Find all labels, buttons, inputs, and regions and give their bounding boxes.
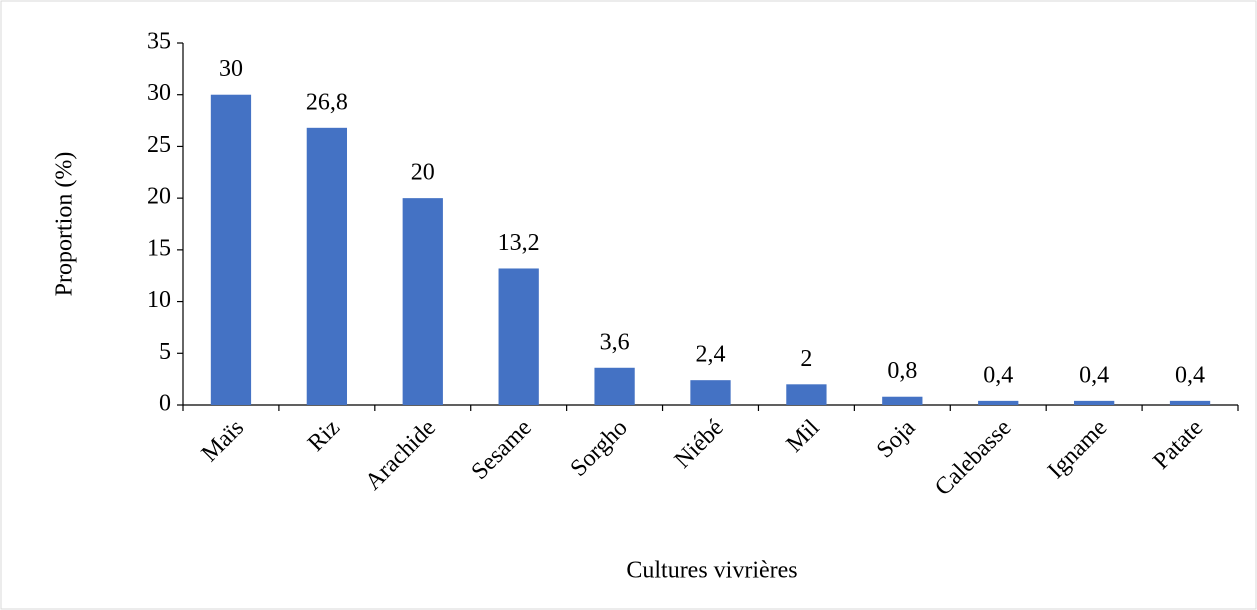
bar (306, 127, 348, 405)
y-axis-title: Proportion (%) (52, 152, 78, 297)
y-tick-label: 15 (147, 235, 171, 261)
y-tick-label: 5 (159, 339, 171, 365)
bar (690, 380, 731, 405)
y-tick-label: 20 (147, 184, 171, 210)
value-label: 20 (411, 160, 435, 186)
y-tick-label: 0 (159, 391, 171, 417)
bar (402, 198, 443, 405)
value-label: 30 (219, 56, 243, 82)
bar (786, 384, 827, 405)
value-label: 26,8 (306, 89, 348, 115)
bar (594, 367, 635, 405)
bar (498, 268, 539, 405)
value-label: 0,4 (1079, 362, 1109, 388)
bar (882, 396, 923, 405)
bar (1073, 400, 1115, 405)
value-label: 13,2 (498, 230, 540, 256)
y-tick-label: 35 (147, 29, 171, 55)
bar (1169, 400, 1211, 405)
y-tick-label: 10 (147, 287, 171, 313)
value-label: 2,4 (696, 342, 726, 368)
bar (210, 94, 252, 405)
value-label: 0,8 (887, 358, 917, 384)
value-label: 0,4 (983, 362, 1013, 388)
value-label: 0,4 (1175, 362, 1205, 388)
value-label: 3,6 (600, 329, 630, 355)
value-label: 2 (800, 346, 812, 372)
y-tick-label: 25 (147, 132, 171, 158)
bar (978, 400, 1019, 405)
x-axis-title: Cultures vivrières (626, 558, 797, 584)
y-tick-label: 30 (147, 80, 171, 106)
